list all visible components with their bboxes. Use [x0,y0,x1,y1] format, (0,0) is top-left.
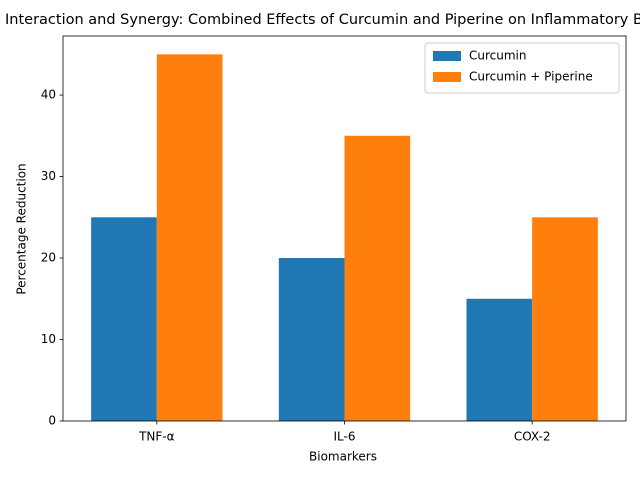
chart-title: Interaction and Synergy: Combined Effect… [5,12,640,28]
legend-label-1: Curcumin + Piperine [469,70,593,84]
y-tick-label-2: 20 [41,251,56,265]
x-tick-label-0: TNF-α [138,430,175,444]
legend-swatch-0 [433,51,461,61]
x-axis-label: Biomarkers [309,450,377,464]
legend-swatch-1 [433,72,461,82]
bar-curcumin-0 [91,217,157,421]
bar-curcumin-piperine-2 [532,217,598,421]
bar-curcumin-piperine-0 [156,54,223,421]
bar-curcumin-2 [466,298,533,421]
y-axis-label: Percentage Reduction [15,163,29,294]
y-tick-label-1: 10 [41,332,56,346]
axes-layer: 0 10 20 30 40 TNF-α IL-6 COX-2 [41,35,627,444]
legend-label-0: Curcumin [469,49,527,63]
x-tick-label-1: IL-6 [334,430,356,444]
x-tick-label-2: COX-2 [514,430,551,444]
bar-curcumin-1 [278,258,345,421]
y-tick-label-0: 0 [48,414,56,428]
bars-layer [91,54,598,421]
legend-box [424,42,620,94]
bar-curcumin-piperine-1 [344,135,411,421]
legend: Curcumin Curcumin + Piperine [424,42,620,94]
y-tick-label-3: 30 [41,169,56,183]
y-tick-label-4: 40 [41,88,56,102]
